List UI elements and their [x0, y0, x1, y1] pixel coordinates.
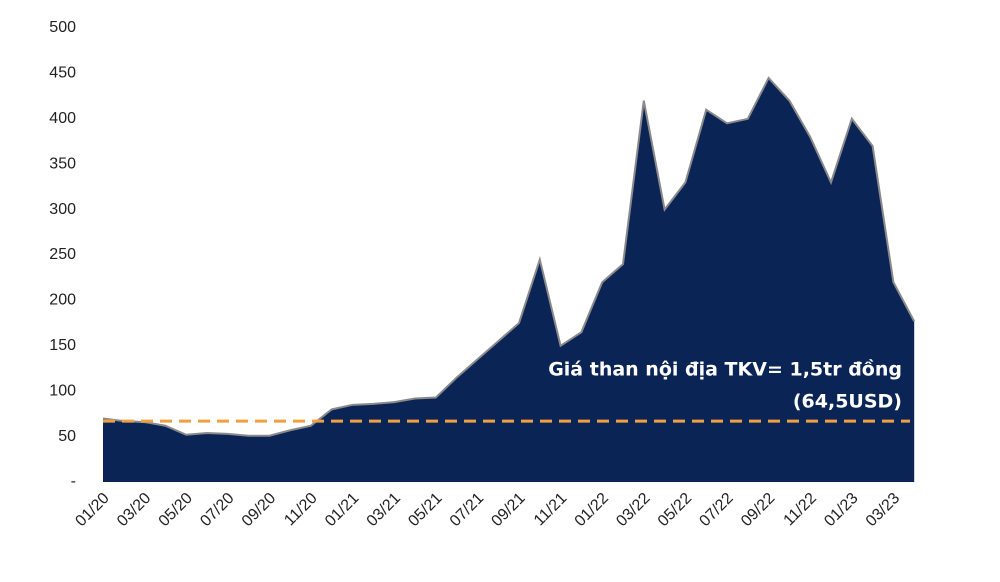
y-tick-label: 250 [49, 246, 76, 263]
x-tick-label: 11/22 [781, 490, 821, 530]
x-tick-label: 09/20 [239, 490, 279, 530]
y-tick-label: 500 [49, 19, 76, 36]
y-tick-label: 150 [49, 337, 76, 354]
x-tick-label: 09/22 [738, 490, 778, 530]
x-tick-label: 03/21 [364, 490, 404, 530]
x-tick-label: 01/23 [821, 490, 861, 530]
y-tick-label: 450 [49, 65, 76, 82]
x-tick-label: 03/23 [863, 490, 903, 530]
x-tick-label: 01/20 [72, 490, 112, 530]
y-tick-label: - [71, 473, 76, 490]
y-tick-label: 200 [49, 292, 76, 309]
y-tick-label: 50 [58, 428, 76, 445]
y-tick-label: 300 [49, 201, 76, 218]
x-tick-label: 03/22 [613, 490, 653, 530]
x-tick-label: 03/20 [114, 490, 154, 530]
annotation: (64,5USD) [793, 391, 902, 413]
x-tick-label: 05/20 [156, 490, 196, 530]
x-tick-label: 01/22 [572, 490, 612, 530]
x-tick-label: 09/21 [488, 490, 528, 530]
area-outline [102, 76, 916, 437]
x-tick-label: 07/21 [447, 490, 487, 530]
y-tick-label: 400 [49, 110, 76, 127]
y-tick-label: 100 [49, 382, 76, 399]
annotation: Giá than nội địa TKV= 1,5tr đồng [548, 358, 902, 381]
x-tick-label: 11/21 [531, 490, 571, 530]
x-tick-label: 05/21 [405, 490, 445, 530]
x-tick-label: 01/21 [322, 490, 362, 530]
x-tick-label: 11/20 [281, 490, 321, 530]
y-tick-label: 350 [49, 155, 76, 172]
area [103, 77, 915, 482]
x-tick-label: 05/22 [655, 490, 695, 530]
x-tick-label: 07/20 [197, 490, 237, 530]
x-tick-label: 07/22 [696, 490, 736, 530]
